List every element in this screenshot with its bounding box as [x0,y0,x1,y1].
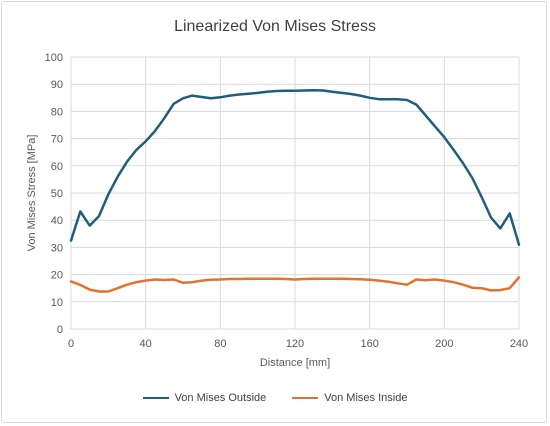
y-axis-ticks: 0 10 20 30 40 50 60 70 80 90 100 [45,52,63,336]
x-tick-label: 240 [510,338,528,350]
x-axis-ticks: 0 40 80 120 160 200 240 [68,338,528,350]
y-tick-label: 20 [51,270,63,282]
legend-label: Von Mises Outside [174,392,267,404]
y-tick-label: 60 [51,161,63,173]
series-line-inside [69,276,521,293]
y-tick-label: 80 [51,106,63,118]
y-tick-label: 30 [51,242,63,254]
y-axis-label: Von Mises Stress [MPa] [26,135,38,252]
y-tick-label: 0 [57,324,63,336]
y-tick-label: 40 [51,215,63,227]
y-tick-label: 100 [45,52,63,64]
legend-label: Von Mises Inside [324,392,408,404]
chart-title: Linearized Von Mises Stress [174,18,376,35]
x-tick-label: 120 [286,338,304,350]
x-tick-label: 200 [435,338,453,350]
y-tick-label: 50 [51,188,63,200]
x-tick-label: 40 [140,338,152,350]
legend-swatch [142,397,169,399]
gridlines [70,56,520,330]
x-tick-label: 80 [214,338,226,350]
legend: Von Mises Outside Von Mises Inside [0,392,550,404]
x-tick-label: 160 [360,338,378,350]
legend-swatch [292,397,319,399]
x-tick-label: 0 [68,338,74,350]
y-tick-label: 70 [51,134,63,146]
y-tick-label: 90 [51,79,63,91]
legend-item: Von Mises Inside [292,392,407,404]
series-line-outside [69,88,521,246]
y-tick-label: 10 [51,297,63,309]
legend-item: Von Mises Outside [142,392,267,404]
x-axis-label: Distance [mm] [260,357,330,369]
series-lines [69,88,521,293]
